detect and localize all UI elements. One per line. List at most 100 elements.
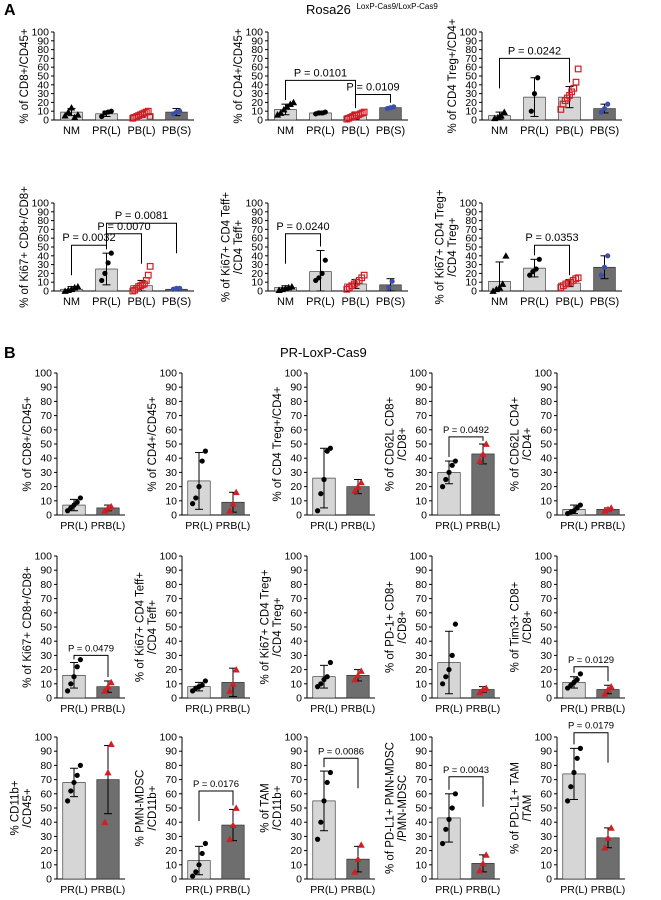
y-tick-label: 0 [421,874,427,886]
data-point [71,674,77,680]
y-tick-label: 100 [34,551,52,563]
y-tick-label: 50 [40,439,52,451]
x-category-label: PB(L) [341,296,369,308]
y-tick-label: 0 [43,286,49,298]
data-point [142,108,150,116]
data-point [67,285,76,293]
y-axis-label: % of PD-L1+ PMN-MDSC [385,742,397,874]
y-tick-label: 20 [540,845,552,857]
y-tick-label: 20 [37,268,49,280]
y-tick-label: 30 [290,467,302,479]
y-tick-label: 0 [46,693,52,705]
x-category-label: PRB(L) [216,520,250,532]
y-tick-label: 20 [40,481,52,493]
data-point [190,501,196,507]
data-point [446,469,452,475]
y-tick-label: 80 [415,396,427,408]
y-tick-label: 60 [415,424,427,436]
data-point [604,834,612,841]
y-axis-label: /CD45+ [22,788,34,828]
x-category-label: PR(L) [520,296,549,308]
y-tick-label: 50 [415,803,427,815]
data-point [327,769,333,776]
data-point [146,262,154,270]
y-axis-label: % of Ki67+ CD4 Treg+ [435,189,447,304]
x-category-label: PRB(L) [466,520,500,532]
x-category-label: PR(L) [560,703,587,715]
y-tick-label: 20 [540,481,552,493]
y-tick-label: 90 [290,565,302,577]
chart-16: 0 10 20 30 40 50 60 70 80 90 100 % of Tim3+ CD8+/CD… [510,551,626,716]
x-category-label: PRB(L) [591,884,625,896]
p-value-label: P = 0.0070 [97,221,150,233]
y-tick-label: 100 [459,198,477,210]
y-tick-label: 90 [290,382,302,394]
data-point [574,755,580,761]
x-category-label: PB(L) [341,125,369,137]
data-point [99,277,105,284]
x-category-label: PRB(L) [591,520,625,532]
y-tick-label: 50 [37,242,49,254]
p-value-label: P = 0.0086 [318,746,364,757]
y-axis-label: % PMN-MDSC [135,770,147,847]
data-point [229,821,237,828]
data-point [607,824,615,831]
p-value-label: P = 0.0081 [115,210,168,222]
y-axis-label: /CD11b+ [272,785,284,830]
data-point [140,109,148,117]
y-tick-label: 30 [415,467,427,479]
y-tick-label: 10 [415,495,427,507]
panel-b-letter: B [4,345,16,362]
data-point [316,275,322,281]
data-point [193,869,199,875]
data-point [77,495,83,501]
x-category-label: PR(L) [310,520,337,532]
chart-11: 0 10 20 30 40 50 60 70 80 90 100 % of CD62L CD4+/CD… [510,368,626,533]
y-tick-label: 70 [290,774,302,786]
significance-bracket [499,57,570,89]
data-point [318,491,324,497]
data-point [74,499,80,505]
data-point [105,260,111,266]
y-tick-label: 50 [290,439,302,451]
y-tick-label: 40 [465,250,477,262]
y-tick-label: 40 [540,636,552,648]
data-point [146,113,154,120]
data-point [229,680,237,687]
x-category-label: PRB(L) [91,884,125,896]
y-tick-label: 0 [296,874,302,886]
data-point [577,502,584,508]
y-tick-label: 30 [415,831,427,843]
y-tick-label: 90 [165,746,177,758]
data-point [574,65,582,73]
data-point [315,508,321,514]
y-tick-label: 80 [165,396,177,408]
x-category-label: PRB(L) [91,520,125,532]
y-tick-label: 10 [415,859,427,871]
y-tick-label: 100 [31,198,49,210]
y-tick-label: 50 [251,71,263,83]
data-point [139,281,146,289]
y-tick-label: 60 [37,62,49,74]
significance-bracket [355,93,391,109]
data-point [440,840,446,847]
y-tick-label: 100 [245,27,263,39]
y-tick-label: 100 [284,732,302,744]
data-point [574,676,580,683]
y-tick-label: 100 [459,27,477,39]
y-tick-label: 90 [165,565,177,577]
y-tick-label: 20 [465,268,477,280]
y-tick-label: 20 [415,481,427,493]
data-point [449,805,455,811]
y-axis-label: % of Ki67+ CD4 Treg+ [260,569,272,684]
y-tick-label: 80 [465,215,477,227]
y-tick-label: 60 [251,62,263,74]
data-point [354,671,362,679]
data-point [318,819,324,825]
y-tick-label: 80 [465,44,477,56]
y-tick-label: 30 [165,650,177,662]
significance-bracket [198,790,234,821]
chart-7: 0 10 20 30 40 50 60 70 80 90 100 % of CD8+/CD45+ PR(… [22,368,125,533]
y-tick-label: 10 [465,106,477,118]
